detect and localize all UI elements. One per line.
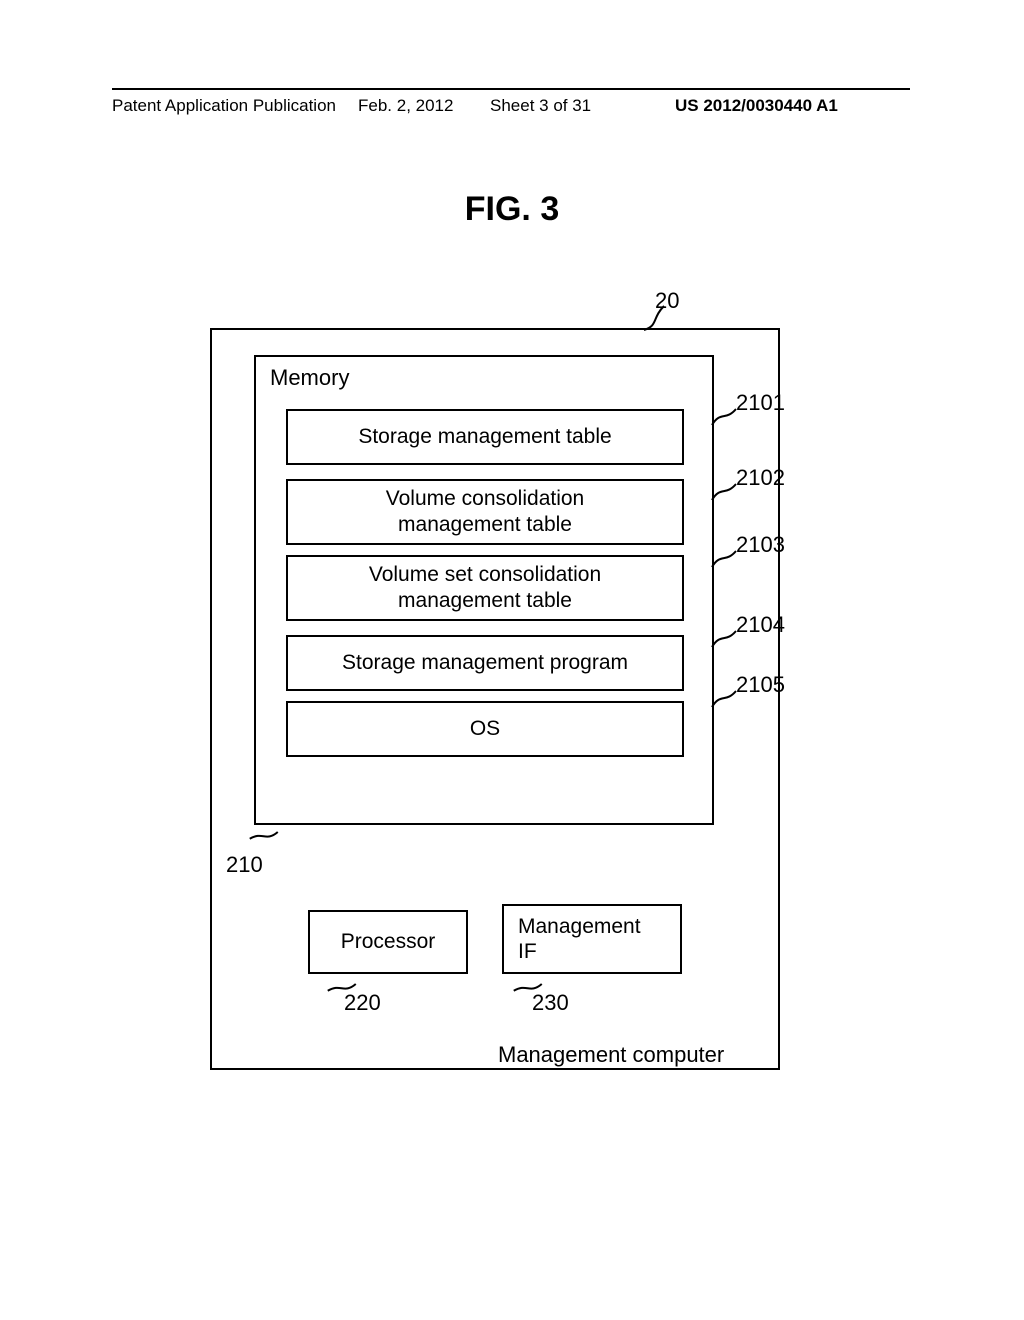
document-number: US 2012/0030440 A1 — [675, 96, 838, 116]
storage-management-program-box: Storage management program — [286, 635, 684, 691]
management-computer-label: Management computer — [498, 1042, 724, 1068]
management-if-box: ManagementIF — [502, 904, 682, 974]
storage-management-table-box: Storage management table — [286, 409, 684, 465]
ref-label-230: 230 — [532, 990, 569, 1016]
os-box: OS — [286, 701, 684, 757]
ref-label-2101: 2101 — [736, 390, 785, 416]
ref-label-2102: 2102 — [736, 465, 785, 491]
processor-box: Processor — [308, 910, 468, 974]
figure-title: FIG. 3 — [0, 190, 1024, 229]
memory-box: Memory Storage management table Volume c… — [254, 355, 714, 825]
ref-label-2104: 2104 — [736, 612, 785, 638]
ref-label-220: 220 — [344, 990, 381, 1016]
volume-consolidation-table-box: Volume consolidationmanagement table — [286, 479, 684, 545]
figure-diagram: 20 Memory Storage management table Volum… — [210, 310, 780, 1070]
header-rule — [112, 88, 910, 90]
volume-set-consolidation-table-box: Volume set consolidationmanagement table — [286, 555, 684, 621]
ref-label-2103: 2103 — [736, 532, 785, 558]
publication-date: Feb. 2, 2012 — [358, 96, 453, 116]
ref-label-210: 210 — [226, 852, 263, 878]
sheet-number: Sheet 3 of 31 — [490, 96, 591, 116]
management-computer-box: Memory Storage management table Volume c… — [210, 328, 780, 1070]
ref-label-20: 20 — [655, 288, 679, 314]
ref-label-2105: 2105 — [736, 672, 785, 698]
memory-label: Memory — [270, 365, 349, 391]
publication-label: Patent Application Publication — [112, 96, 336, 116]
